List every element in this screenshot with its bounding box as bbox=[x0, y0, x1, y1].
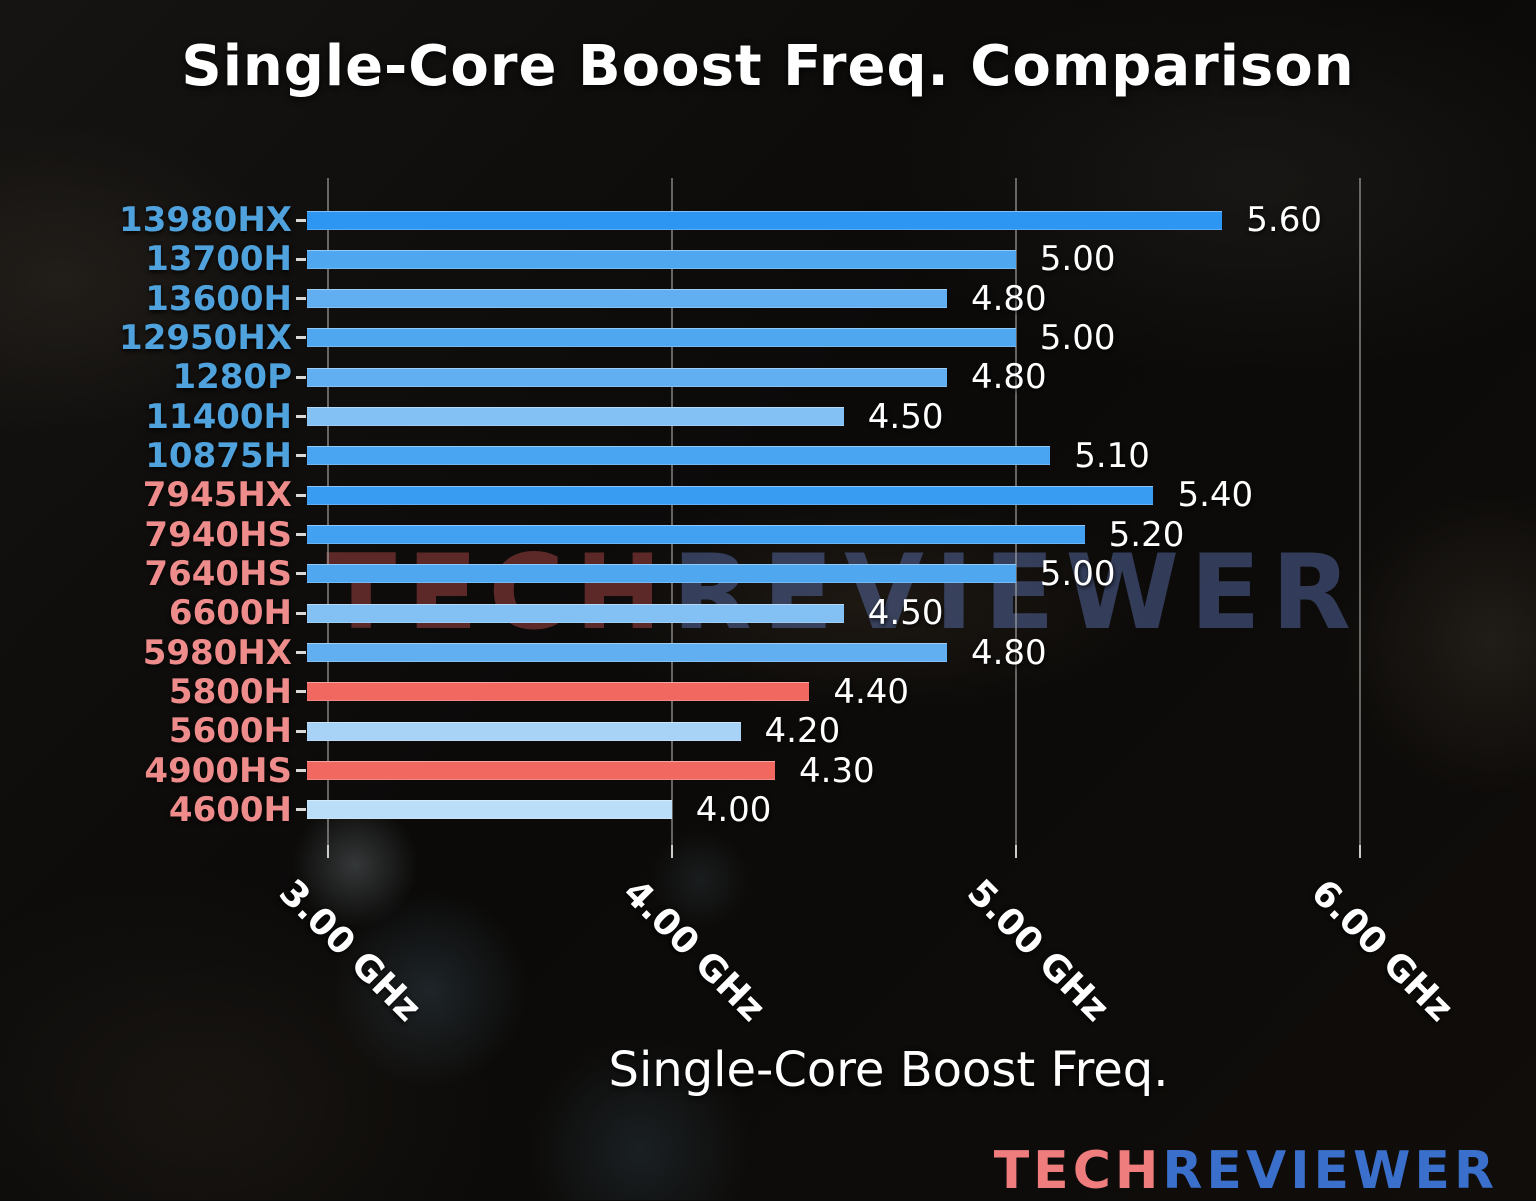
category-label: 5980HX bbox=[142, 632, 292, 673]
value-label: 5.40 bbox=[1177, 475, 1254, 516]
gridline bbox=[670, 178, 673, 845]
value-label: 5.00 bbox=[1039, 317, 1116, 358]
y-tick-mark bbox=[296, 690, 306, 694]
value-label: 5.00 bbox=[1039, 553, 1116, 594]
y-axis-labels: 13980HX 13700H 13600H 12950HX 1280P 11400H 108… bbox=[0, 178, 294, 845]
value-label: 4.80 bbox=[970, 632, 1047, 673]
bar bbox=[307, 328, 1016, 348]
bar bbox=[307, 721, 741, 741]
value-label: 5.00 bbox=[1039, 239, 1116, 280]
y-tick-mark bbox=[296, 533, 306, 537]
value-label: 4.20 bbox=[764, 711, 841, 752]
gridline bbox=[1014, 178, 1017, 845]
y-tick-mark bbox=[296, 769, 306, 773]
x-axis-title: Single-Core Boost Freq. bbox=[608, 1042, 1169, 1098]
bar bbox=[307, 643, 947, 663]
bar bbox=[307, 407, 844, 427]
chart-title: Single-Core Boost Freq. Comparison bbox=[181, 34, 1355, 99]
category-label: 4900HS bbox=[144, 750, 292, 791]
watermark-tech: TECH bbox=[326, 533, 673, 653]
techreviewer-logo: TECHREVIEWER bbox=[994, 1141, 1498, 1201]
category-label: 10875H bbox=[145, 435, 292, 476]
bar bbox=[307, 289, 947, 309]
y-tick-mark bbox=[296, 729, 306, 733]
bar bbox=[307, 800, 672, 820]
y-tick-mark bbox=[296, 336, 306, 340]
category-label: 13600H bbox=[145, 278, 292, 319]
y-tick-mark bbox=[296, 375, 306, 379]
gridline bbox=[1358, 178, 1361, 845]
logo-tech: TECH bbox=[993, 1141, 1163, 1201]
category-label: 7945HX bbox=[142, 475, 292, 516]
value-label: 4.80 bbox=[970, 357, 1047, 398]
bar bbox=[307, 446, 1051, 466]
value-label: 4.50 bbox=[867, 593, 944, 634]
y-tick-mark bbox=[296, 218, 306, 222]
category-label: 7640HS bbox=[144, 553, 292, 594]
category-label: 13980HX bbox=[119, 200, 292, 240]
category-label: 13700H bbox=[145, 239, 292, 280]
bar bbox=[307, 249, 1016, 269]
bar bbox=[307, 761, 775, 781]
category-label: 4600H bbox=[168, 789, 292, 830]
x-tick-mark bbox=[326, 845, 329, 858]
bar bbox=[307, 210, 1223, 230]
value-label: 4.40 bbox=[833, 671, 910, 712]
category-label: 5800H bbox=[168, 671, 292, 712]
y-tick-mark bbox=[296, 454, 306, 458]
x-tick-mark bbox=[1358, 845, 1361, 858]
x-tick-mark bbox=[1014, 845, 1017, 858]
x-tick-mark bbox=[670, 845, 673, 858]
category-label: 1280P bbox=[172, 357, 292, 398]
bar bbox=[307, 485, 1154, 505]
value-label: 4.00 bbox=[695, 789, 772, 830]
bar bbox=[307, 603, 844, 623]
y-tick-mark bbox=[296, 808, 306, 812]
value-label: 5.10 bbox=[1074, 435, 1150, 476]
watermark-reviewer: REVIEWER bbox=[672, 533, 1362, 653]
value-label: 4.30 bbox=[798, 750, 875, 791]
watermark: TECHREVIEWER bbox=[326, 542, 1362, 645]
y-tick-mark bbox=[296, 611, 306, 615]
gridline bbox=[326, 178, 329, 845]
value-label: 4.80 bbox=[970, 278, 1047, 319]
y-tick-mark bbox=[296, 257, 306, 261]
plot-area: 5.60 5.00 4.80 5.00 4.80 4.50 5.10 5.40 5.20 5.00… bbox=[296, 178, 1470, 858]
logo-reviewer: REVIEWER bbox=[1162, 1141, 1498, 1201]
y-tick-mark bbox=[296, 493, 306, 497]
category-label: 12950HX bbox=[119, 317, 292, 358]
value-label: 5.20 bbox=[1108, 514, 1185, 555]
y-tick-mark bbox=[296, 572, 306, 576]
value-label: 4.50 bbox=[867, 396, 944, 437]
bar bbox=[307, 682, 810, 702]
y-tick-mark bbox=[296, 651, 306, 655]
y-tick-mark bbox=[296, 297, 306, 301]
y-tick-mark bbox=[296, 415, 306, 419]
category-label: 7940HS bbox=[144, 514, 292, 555]
category-label: 11400H bbox=[145, 396, 292, 437]
bar bbox=[307, 367, 947, 387]
bar bbox=[307, 525, 1085, 545]
bar bbox=[307, 564, 1016, 584]
value-label: 5.60 bbox=[1246, 200, 1322, 240]
category-label: 6600H bbox=[168, 593, 292, 634]
category-label: 5600H bbox=[168, 711, 292, 752]
